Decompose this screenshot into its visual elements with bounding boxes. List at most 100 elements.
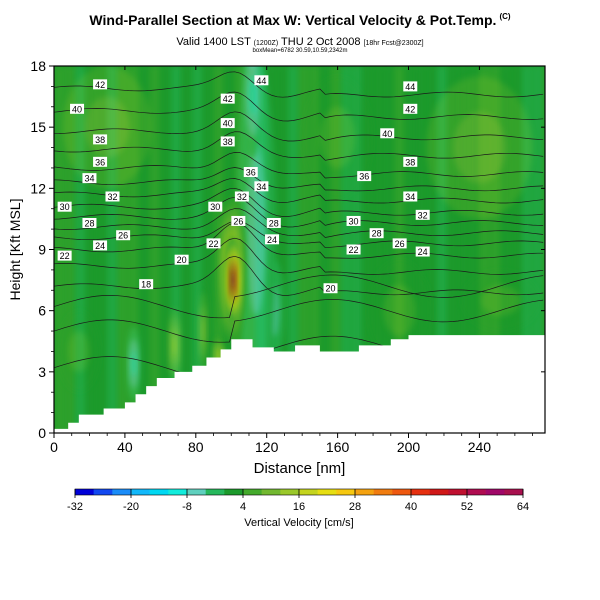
colorbar-tick-label: -32 — [67, 501, 83, 513]
colorbar-tick-label: 40 — [405, 501, 417, 513]
svg-text:28: 28 — [372, 229, 382, 239]
colorbar-swatch — [280, 489, 300, 495]
field-stripe — [75, 66, 86, 433]
field-stripe — [426, 66, 437, 433]
field-stripe — [192, 66, 203, 433]
isentrope-line — [54, 196, 544, 228]
colorbar-swatch — [299, 489, 318, 495]
isentrope-label: 24 — [415, 246, 430, 257]
isentrope-label: 24 — [265, 234, 280, 245]
colorbar-tick-label: -20 — [123, 501, 139, 513]
field-stripe — [85, 66, 97, 433]
isentrope-label: 26 — [392, 238, 407, 249]
svg-text:20: 20 — [177, 255, 187, 265]
isentrope-label: 22 — [57, 250, 72, 261]
field-stripe — [139, 66, 150, 433]
isentrope-line — [54, 222, 544, 259]
isentrope-label: 18 — [139, 279, 154, 290]
svg-text:38: 38 — [405, 157, 415, 167]
colorbar-swatch — [93, 489, 113, 495]
chart-title-text: Wind-Parallel Section at Max W: Vertical… — [89, 12, 497, 28]
isentrope-line — [54, 152, 544, 179]
svg-text:30: 30 — [349, 216, 359, 226]
colorbar-tick-label: 16 — [293, 501, 305, 513]
field-stripe — [479, 66, 491, 433]
field-stripe — [383, 66, 395, 433]
box-info: boxMean=6782 30.59,10.59,2342m — [252, 48, 348, 54]
valid-time: Valid 1400 LST — [176, 36, 251, 48]
svg-text:42: 42 — [223, 94, 233, 104]
svg-text:38: 38 — [223, 137, 233, 147]
isentrope-label: 32 — [234, 191, 249, 202]
svg-text:24: 24 — [267, 235, 277, 245]
colorbar-tick-label: -8 — [182, 501, 192, 513]
colorbar-swatch — [373, 489, 393, 495]
colorbar-swatch — [392, 489, 412, 495]
colorbar-swatch — [168, 489, 188, 495]
svg-text:26: 26 — [233, 216, 243, 226]
y-tick-label: 12 — [30, 180, 46, 196]
svg-text:28: 28 — [269, 218, 279, 228]
valid-date: THU 2 Oct 2008 — [281, 36, 361, 48]
colorbar-swatch — [75, 489, 94, 495]
field-stripe — [309, 66, 320, 433]
isentrope-label: 28 — [369, 228, 384, 239]
x-tick-label: 120 — [255, 439, 279, 455]
field-stripe — [287, 66, 299, 433]
field-stripe — [202, 66, 214, 433]
svg-text:24: 24 — [95, 241, 105, 251]
y-tick-label: 15 — [30, 119, 46, 135]
x-tick-label: 160 — [326, 439, 350, 455]
svg-text:24: 24 — [418, 247, 428, 257]
isentrope-label: 32 — [415, 209, 430, 220]
svg-text:32: 32 — [107, 192, 117, 202]
x-tick-label: 200 — [397, 439, 421, 455]
isentrope-line — [54, 274, 544, 319]
x-axis-label: Distance [nm] — [254, 460, 346, 477]
colorbar-tick-label: 52 — [461, 501, 473, 513]
colorbar-swatch — [504, 489, 524, 495]
isentrope-label: 40 — [70, 103, 85, 114]
isentrope-label: 36 — [243, 167, 258, 178]
field-stripe — [436, 66, 448, 433]
isentrope-line — [54, 111, 544, 142]
svg-text:36: 36 — [246, 168, 256, 178]
field-stripe — [266, 66, 278, 433]
x-tick-label: 0 — [50, 439, 58, 455]
svg-text:42: 42 — [95, 80, 105, 90]
y-tick-label: 3 — [38, 364, 46, 380]
isentrope-label: 30 — [57, 201, 72, 212]
svg-text:36: 36 — [95, 157, 105, 167]
field-stripe — [373, 66, 384, 433]
colorbar-swatch — [411, 489, 430, 495]
colorbar: -32 -20 -8 4 16 28 40 52 64 — [67, 488, 529, 513]
svg-text:44: 44 — [256, 76, 266, 86]
field-stripe — [490, 66, 501, 433]
field-stripe — [107, 66, 118, 433]
y-axis-label: Height [Kft MSL] — [7, 199, 23, 301]
isentrope-label: 40 — [380, 128, 395, 139]
svg-text:34: 34 — [84, 174, 94, 184]
field-stripe — [511, 66, 522, 433]
forecast-info: [18hr Fcst@2300Z] — [363, 40, 424, 47]
x-tick-label: 240 — [468, 439, 492, 455]
isentrope-label: 38 — [403, 156, 418, 167]
field-stripe — [64, 66, 76, 433]
x-axis: 0 40 80 120 160 200 240 — [50, 66, 533, 455]
field-stripe — [447, 66, 459, 433]
isentrope-label: 38 — [93, 134, 108, 145]
terrain-mask — [54, 335, 545, 433]
isentrope-label: 36 — [357, 171, 372, 182]
isentrope-label: 28 — [82, 217, 97, 228]
isentrope-label: 32 — [105, 191, 120, 202]
svg-text:20: 20 — [326, 284, 336, 294]
field-stripe — [128, 66, 140, 433]
isentrope-label: 30 — [208, 201, 223, 212]
svg-text:22: 22 — [349, 245, 359, 255]
isentrope-line — [54, 299, 544, 343]
svg-text:38: 38 — [95, 135, 105, 145]
isentrope-line — [54, 178, 544, 204]
